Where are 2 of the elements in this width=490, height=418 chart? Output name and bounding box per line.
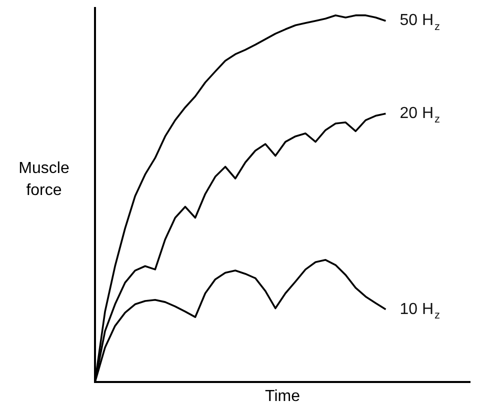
y-axis-title: Muscle force — [18, 159, 70, 201]
x-axis-title: Time — [264, 388, 301, 406]
